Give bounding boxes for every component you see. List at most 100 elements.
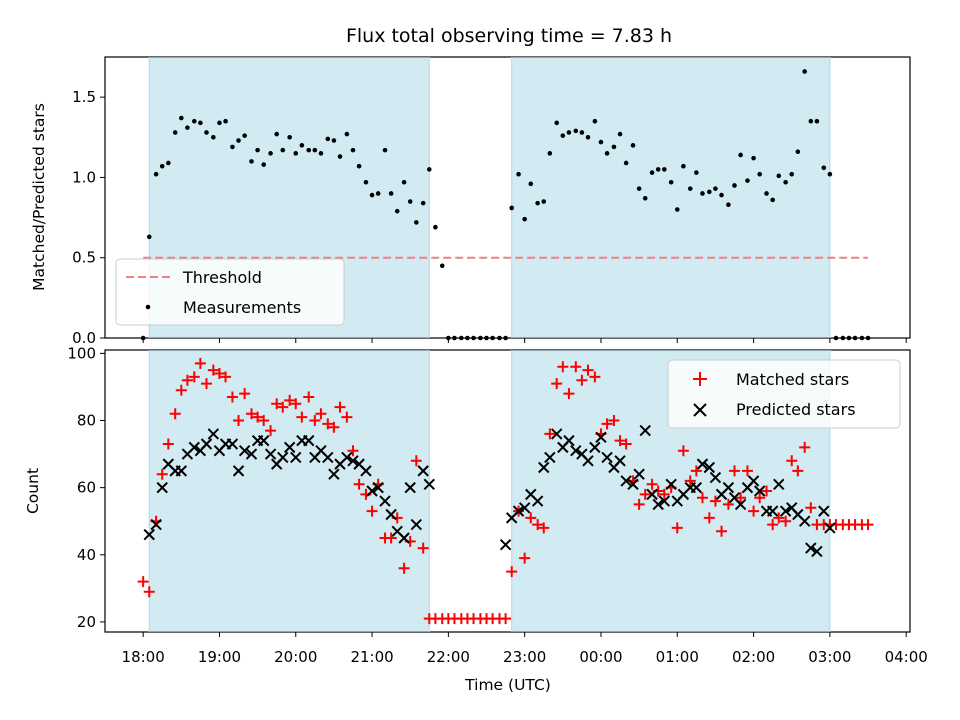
- predicted-star-point: [258, 434, 270, 447]
- predicted-star-point: [283, 441, 296, 454]
- predicted-star-point: [646, 488, 658, 501]
- measurement-point: [821, 165, 827, 171]
- matched-star-point: [315, 408, 327, 420]
- matched-star-point: [570, 361, 582, 373]
- measurement-point: [802, 69, 808, 74]
- predicted-star-point: [150, 518, 162, 531]
- measurement-point: [757, 171, 762, 177]
- matched-star-point: [239, 388, 251, 400]
- x-tick-label: 03:00: [808, 648, 851, 666]
- measurement-point: [198, 120, 203, 126]
- matched-star-point: [410, 455, 422, 467]
- y-tick-label: 20: [77, 613, 96, 631]
- measurement-point: [249, 159, 254, 164]
- predicted-star-point: [232, 465, 245, 477]
- measurement-point: [465, 335, 470, 341]
- predicted-star-point: [499, 539, 512, 551]
- measurement-point: [623, 160, 629, 166]
- predicted-star-point: [341, 451, 353, 464]
- measurement-point: [554, 120, 560, 126]
- matched-star-point: [353, 478, 365, 490]
- predicted-star-point: [372, 481, 384, 494]
- bottom-legend-box: [667, 359, 901, 429]
- measurement-point: [490, 335, 495, 341]
- predicted-star-point: [620, 475, 632, 487]
- predicted-star-point: [627, 478, 639, 490]
- matched-star-point: [709, 495, 721, 507]
- matched-star-point: [608, 415, 620, 426]
- predicted-star-point: [589, 441, 601, 454]
- measurement-point: [865, 335, 871, 341]
- measurement-point: [478, 335, 483, 341]
- measurement-point: [394, 208, 400, 214]
- measurement-point: [573, 128, 579, 134]
- measurement-point: [217, 120, 222, 126]
- measurement-point: [795, 149, 801, 155]
- matched-star-point: [601, 418, 613, 430]
- matched-star-point: [589, 371, 601, 383]
- measurement-point: [713, 186, 718, 191]
- matched-star-point: [735, 492, 747, 504]
- predicted-star-point: [277, 451, 289, 464]
- measurement-point: [255, 147, 260, 153]
- measurement-point: [783, 179, 788, 185]
- predicted-star-point: [652, 498, 664, 511]
- measurement-point: [312, 147, 318, 153]
- matched-star-point: [792, 465, 804, 477]
- measurement-point: [172, 130, 178, 135]
- threshold-legend-label: Threshold: [182, 268, 262, 287]
- matched-star-point: [805, 502, 817, 514]
- measurement-point: [776, 173, 782, 179]
- predicted-star-point: [747, 475, 760, 487]
- measurement-point: [707, 189, 712, 195]
- y-tick-label: 40: [77, 546, 96, 564]
- measurement-point: [420, 200, 426, 206]
- y-tick-label: 80: [77, 412, 96, 430]
- x-axis-label: Time (UTC): [464, 676, 551, 694]
- measurement-point: [274, 131, 279, 137]
- matched-star-point: [576, 374, 588, 386]
- predicted-star-point: [773, 478, 785, 490]
- measurement-point: [764, 191, 769, 196]
- measurement-point: [516, 171, 521, 177]
- measurement-point: [261, 162, 267, 167]
- measurement-point: [268, 151, 273, 156]
- matched-star-point: [181, 374, 193, 386]
- matched-star-point: [322, 418, 334, 430]
- matched-star-point: [729, 465, 741, 477]
- predicted-star-point: [423, 478, 435, 490]
- predicted-star-point: [398, 532, 410, 544]
- matched-star-point: [309, 415, 321, 426]
- matched-star-point: [398, 562, 410, 574]
- measurement-point: [719, 192, 724, 198]
- matched-star-point: [265, 425, 277, 437]
- predicted-star-point: [798, 515, 811, 527]
- measurement-point: [649, 170, 655, 175]
- measurement-point: [522, 216, 527, 222]
- x-tick-label: 04:00: [885, 648, 928, 666]
- chart-title: Flux total observing time = 7.83 h: [346, 25, 672, 47]
- matched-star-point: [290, 398, 302, 410]
- matched-star-point: [506, 566, 518, 578]
- matched-star-point: [538, 522, 550, 534]
- predicted-star-point: [207, 428, 220, 440]
- measurement-point: [166, 160, 171, 166]
- matched-star-point: [207, 364, 219, 376]
- matched-star-point: [334, 401, 346, 413]
- x-tick-label: 22:00: [427, 648, 470, 666]
- matched-star-point: [767, 519, 779, 531]
- measurement-point: [668, 179, 674, 185]
- measurement-point: [509, 205, 514, 211]
- predicted-star-point: [518, 502, 531, 514]
- predicted-star-point: [245, 448, 258, 460]
- bottom-x-ticks: 18:00 19:00 20:00 21:00 22:00 23:00 00:00 01:00…: [122, 632, 928, 666]
- matched-star-point: [748, 505, 760, 517]
- measurement-point: [655, 167, 661, 172]
- measurement-point: [789, 171, 795, 177]
- measurement-point: [484, 335, 489, 341]
- measurement-point: [840, 335, 846, 341]
- measurements-legend-swatch: [145, 304, 151, 310]
- measurement-point: [687, 186, 693, 191]
- measurement-point: [700, 191, 705, 196]
